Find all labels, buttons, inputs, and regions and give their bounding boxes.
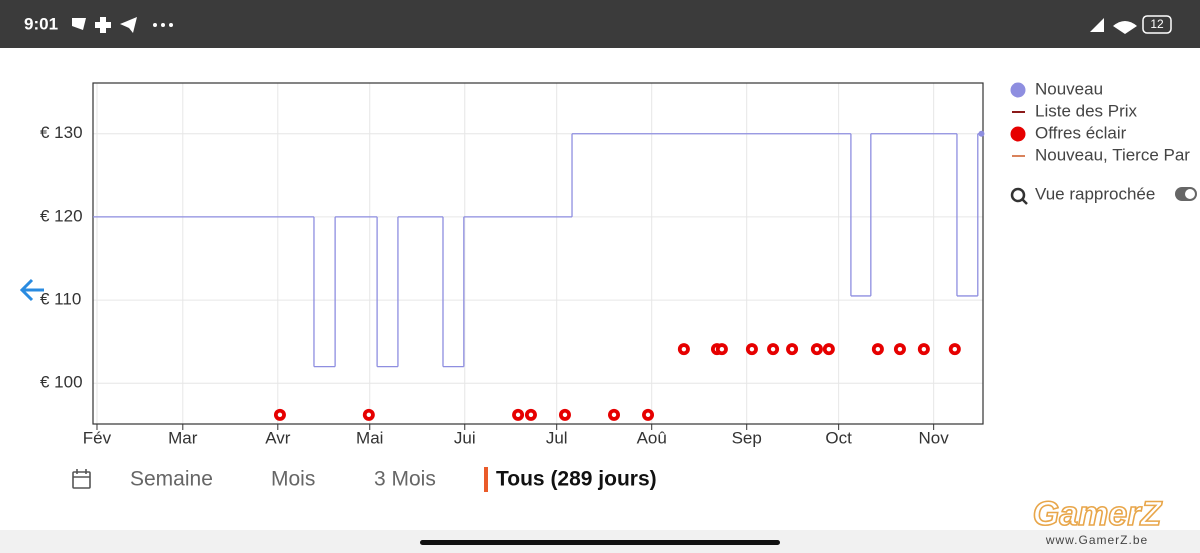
flash-deal-point-center — [681, 346, 687, 352]
x-tick-label: Sep — [732, 428, 762, 447]
plot-frame — [92, 82, 984, 425]
battery-level: 12 — [1150, 17, 1164, 31]
status-bar — [0, 0, 1200, 48]
flash-deal-point-center — [515, 412, 521, 418]
flash-deal-point-center — [770, 346, 776, 352]
flash-deal-point-center — [952, 346, 958, 352]
flash-deal-point-center — [611, 412, 617, 418]
x-tick-label: Jul — [546, 428, 568, 447]
x-tick-label: Mai — [356, 428, 383, 447]
range-button[interactable]: Semaine — [130, 468, 213, 491]
x-tick-label: Nov — [919, 428, 950, 447]
range-button[interactable]: Mois — [271, 468, 315, 491]
flash-deal-point-center — [921, 346, 927, 352]
calendar-icon — [72, 469, 91, 489]
x-tick-label: Fév — [83, 428, 112, 447]
flash-deal-point-center — [719, 346, 725, 352]
y-tick-label: € 120 — [40, 206, 83, 225]
flash-deal-point-center — [789, 346, 795, 352]
battery — [1142, 15, 1172, 34]
price-end-point — [978, 130, 985, 137]
flash-deal-point-center — [814, 346, 820, 352]
flash-deal-point-center — [897, 346, 903, 352]
legend-label: Nouveau — [1035, 79, 1103, 98]
zoom-icon — [1010, 187, 1026, 203]
status-icons — [72, 17, 1137, 34]
y-tick-label: € 100 — [40, 373, 83, 392]
flash-deal-point-center — [366, 412, 372, 418]
range-button[interactable]: 3 Mois — [374, 468, 436, 491]
back-arrow[interactable] — [19, 278, 44, 302]
legend-label: Liste des Prix — [1035, 101, 1138, 120]
watermark-url: www.GamerZ.be — [1045, 533, 1148, 547]
legend-marker — [1010, 126, 1026, 142]
watermark-title: GamerZ — [1033, 495, 1163, 533]
zoom-icon-handle — [1021, 198, 1028, 205]
y-tick-label: € 130 — [40, 123, 83, 142]
status-time: 9:01 — [24, 14, 58, 33]
content — [0, 48, 1200, 530]
x-tick-label: Jui — [454, 428, 476, 447]
legend-marker — [1010, 82, 1026, 98]
legend-label: Offres éclair — [1035, 123, 1127, 142]
flash-deal-point-center — [528, 412, 534, 418]
x-tick-label: Oct — [825, 428, 852, 447]
flash-deal-point-center — [645, 412, 651, 418]
range-selected-indicator — [484, 467, 488, 492]
range-button[interactable]: Tous (289 jours) — [496, 468, 657, 491]
legend-label: Nouveau, Tierce Par — [1035, 145, 1190, 164]
zoom-label: Vue rapprochée — [1035, 184, 1155, 203]
flash-deal-point-center — [875, 346, 881, 352]
flash-deal-point-center — [826, 346, 832, 352]
y-tick-label: € 110 — [40, 290, 81, 309]
home-bar — [420, 540, 780, 545]
x-tick-label: Avr — [265, 428, 291, 447]
flash-deal-point-center — [562, 412, 568, 418]
flash-deal-point-center — [749, 346, 755, 352]
flash-deal-point-center — [277, 412, 283, 418]
x-tick-label: Aoû — [637, 428, 667, 447]
zoom-toggle-knob — [1185, 189, 1195, 199]
x-tick-label: Mar — [168, 428, 198, 447]
